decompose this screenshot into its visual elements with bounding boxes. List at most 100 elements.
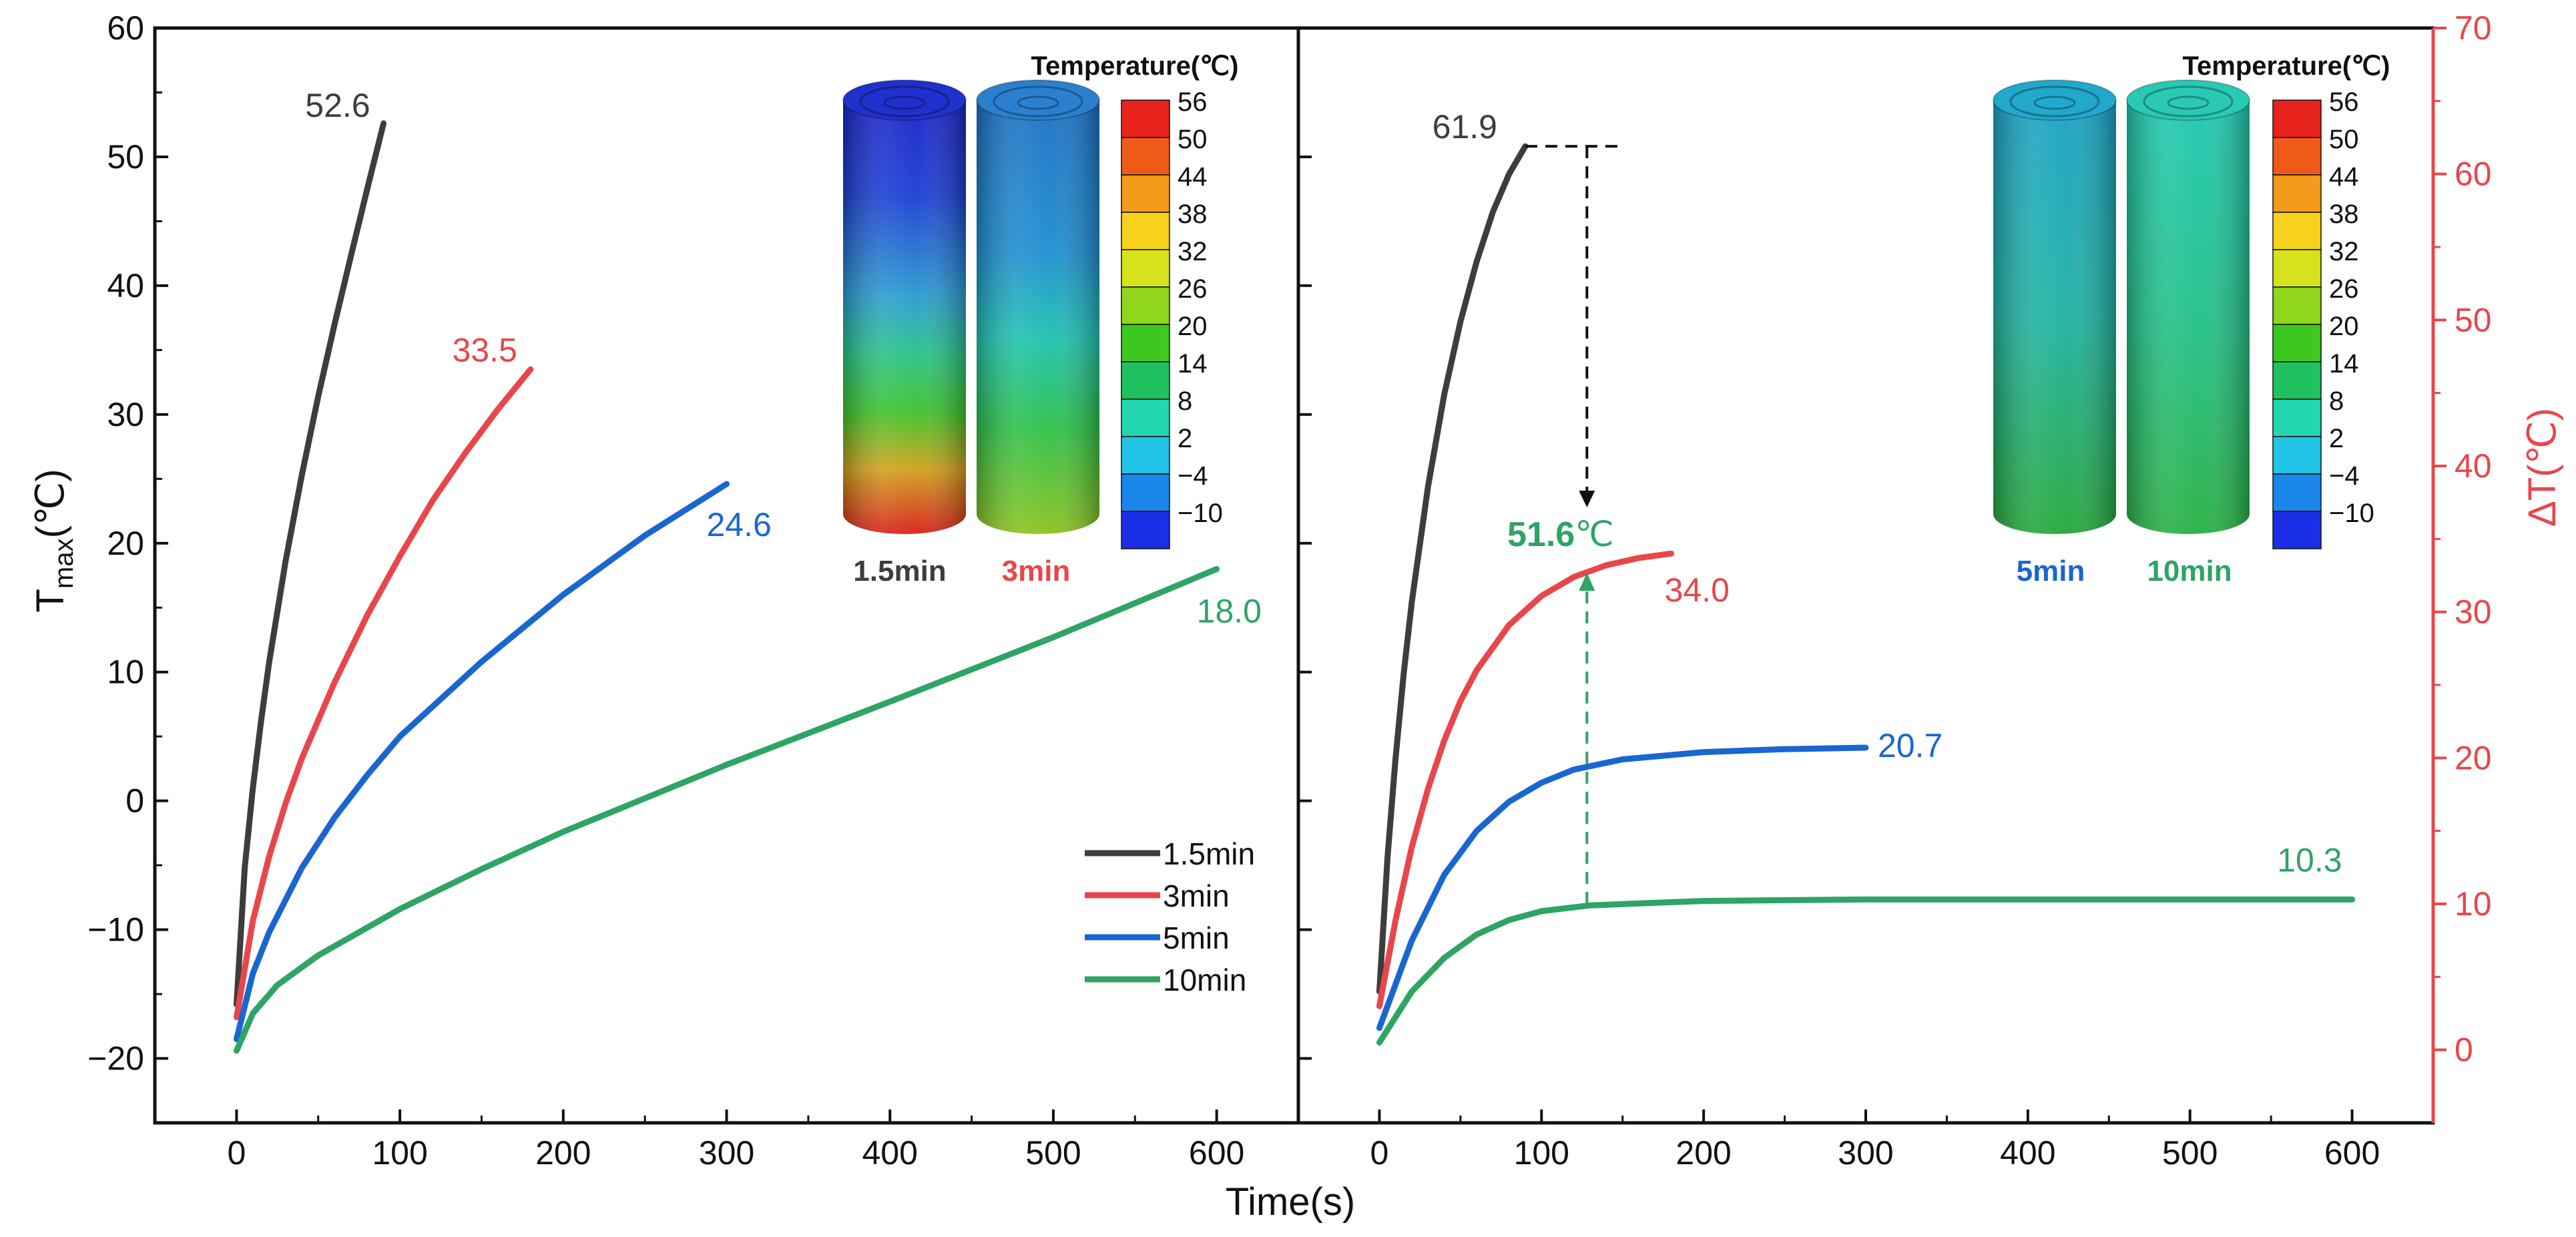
cylinder-top <box>1993 79 2117 121</box>
colorbar-tick-label: 38 <box>1178 200 1208 229</box>
colorbar-tick-label: 44 <box>1178 162 1208 192</box>
right-y-tick-label: 60 <box>2455 156 2492 193</box>
right-y-tick-label: 0 <box>2455 1031 2473 1069</box>
x-axis-label: Time(s) <box>1226 1180 1355 1224</box>
series-layer <box>233 120 2356 1054</box>
left-y-tick-label: −20 <box>87 1040 144 1077</box>
end-label-left-10min: 18.0 <box>1197 592 1262 630</box>
colorbar-tick-label: 50 <box>1178 125 1208 154</box>
x-tick-label: 0 <box>1370 1134 1389 1172</box>
legend-item-label: 3min <box>1163 879 1230 913</box>
colorbar-cell <box>1121 212 1170 250</box>
left-y-axis-label-unit: (℃) <box>29 469 72 539</box>
colorbar-cell <box>2272 99 2322 138</box>
left-series-10min <box>233 565 1220 1054</box>
up-arrow-head <box>1579 573 1595 591</box>
colorbar-tick-label: 38 <box>2329 200 2359 229</box>
colorbar-tick-label: 56 <box>1178 87 1208 117</box>
cylinder-top-hole <box>2033 95 2076 110</box>
colorbar-tick-label: 32 <box>1178 237 1208 266</box>
x-tick-label: 600 <box>2324 1134 2380 1172</box>
colorbar-cell <box>1121 399 1170 437</box>
left-y-tick-label: 10 <box>107 654 144 691</box>
colorbar-tick-label: 26 <box>2329 274 2359 304</box>
left-series-5min <box>233 481 730 1043</box>
colorbar-cell <box>1121 361 1170 400</box>
left-y-tick-label: 20 <box>107 525 144 562</box>
cylinder-top <box>976 79 1100 121</box>
left-y-axis-label: Tmax(℃) <box>29 469 79 613</box>
colorbar-cell <box>1121 99 1170 138</box>
colorbars: Temperature(℃)565044383226201482−4−10Tem… <box>1031 51 2390 549</box>
cylinder-top-hole <box>2167 95 2210 110</box>
colorbar-tick-label: 14 <box>1178 349 1208 379</box>
cylinder-shading <box>2127 100 2250 534</box>
colorbar-cell <box>1121 324 1170 362</box>
right-series-3min <box>1376 550 1675 1009</box>
cylinder-shading <box>1993 100 2116 534</box>
colorbar-tick-label: 8 <box>2329 387 2344 416</box>
down-arrow-head <box>1579 491 1595 507</box>
right-y-tick-label: 20 <box>2455 739 2492 776</box>
end-label-right-5min: 20.7 <box>1878 727 1943 764</box>
left-series-1_5min <box>233 120 387 1007</box>
colorbar-left: Temperature(℃) 56 50 44 38 32 26 20 14 8 2 −4 −10 <box>1031 51 1238 549</box>
annotation-arrows <box>1525 145 1618 904</box>
colorbar-cell <box>1121 286 1170 325</box>
cylinder-top-ring <box>993 85 1083 117</box>
colorbar-cell <box>2272 436 2322 475</box>
cylinder-top-hole <box>1017 95 1059 110</box>
cylinder-10min <box>2126 79 2250 534</box>
annotation-value: 51.6 <box>1507 515 1575 554</box>
cylinder-top-hole <box>883 95 926 110</box>
colorbar-tick-label: 32 <box>2329 237 2359 266</box>
colorbar-tick-label: 2 <box>1178 424 1192 453</box>
x-tick-label: 100 <box>372 1134 427 1172</box>
colorbar-cell <box>2272 212 2322 250</box>
x-tick-label: 400 <box>862 1134 917 1172</box>
colorbar-tick-label: 44 <box>2329 162 2359 192</box>
cylinder-top-ring <box>2143 85 2234 117</box>
right-y-tick-label: 70 <box>2455 9 2492 47</box>
right-series-10min <box>1376 896 2356 1046</box>
colorbar-tick-label: −4 <box>2329 461 2360 491</box>
inset-label-10min: 10min <box>2147 555 2232 587</box>
colorbar-cell <box>2272 511 2322 549</box>
colorbar-tick-label: 8 <box>1178 387 1192 416</box>
colorbar-cell <box>1121 137 1170 176</box>
end-label-right-10min: 10.3 <box>2277 841 2342 879</box>
x-tick-label: 600 <box>1189 1134 1244 1172</box>
left-y-tick-label: 30 <box>107 396 144 433</box>
colorbar-tick-label: −4 <box>1178 461 1208 491</box>
end-label-left-1_5min: 52.6 <box>305 87 370 124</box>
left-y-tick-label: 40 <box>107 267 144 304</box>
x-tick-label: 400 <box>2000 1134 2055 1172</box>
colorbar-tick-label: 20 <box>1178 312 1208 341</box>
colorbar-cell <box>1121 473 1170 512</box>
legend-item-label: 5min <box>1163 921 1230 955</box>
legend: 1.5min 3min 5min 10min <box>1085 836 1255 997</box>
left-y-tick-label: 0 <box>125 782 144 820</box>
axis-ticks: 0 100 200 300 400 500 600 0 100 200 300 400 500 600−2… <box>87 9 2491 1172</box>
end-label-right-3min: 34.0 <box>1665 571 1730 609</box>
left-series-3min <box>233 366 534 1021</box>
colorbar-cell <box>2272 399 2322 437</box>
colorbar-cell <box>2272 137 2322 176</box>
legend-item-label: 1.5min <box>1163 836 1255 871</box>
colorbar-tick-label: 50 <box>2329 125 2359 154</box>
annotation-label: 51.6℃ <box>1507 515 1614 554</box>
end-label-left-5min: 24.6 <box>707 506 772 543</box>
inset-label-5min: 5min <box>2017 555 2085 587</box>
colorbar-tick-label: −10 <box>2329 499 2374 528</box>
right-series-1_5min <box>1376 143 1529 995</box>
cylinder-1_5min <box>842 79 967 534</box>
colorbar-cell <box>2272 249 2322 288</box>
colorbar-cell <box>2272 473 2322 512</box>
colorbar-cell <box>1121 249 1170 288</box>
left-y-tick-label: 50 <box>107 138 144 176</box>
annotation-unit: ℃ <box>1575 515 1613 554</box>
x-tick-label: 300 <box>1838 1134 1893 1172</box>
end-label-right-1_5min: 61.9 <box>1433 108 1497 146</box>
cylinder-top <box>2126 79 2250 121</box>
